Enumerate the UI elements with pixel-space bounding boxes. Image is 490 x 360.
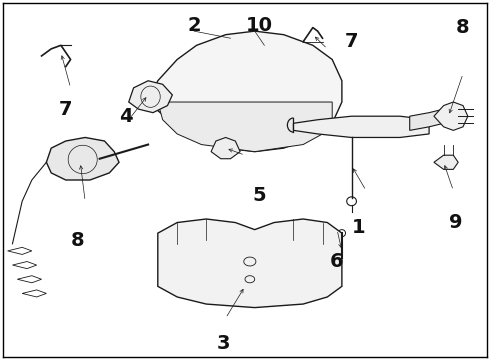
Polygon shape [158,219,342,307]
Text: 9: 9 [449,213,463,232]
Polygon shape [434,102,468,130]
Text: 7: 7 [345,32,358,51]
Polygon shape [434,155,458,169]
Text: 4: 4 [120,107,133,126]
Polygon shape [410,109,453,130]
Polygon shape [211,138,240,159]
Text: 7: 7 [59,100,73,118]
Polygon shape [47,138,119,180]
Polygon shape [158,102,332,152]
Polygon shape [294,116,429,138]
Text: 10: 10 [246,16,273,35]
Text: 8: 8 [456,18,470,37]
Text: 5: 5 [253,186,267,206]
Text: 2: 2 [187,16,201,35]
Text: 3: 3 [217,334,230,352]
Polygon shape [129,81,172,113]
Polygon shape [148,31,342,152]
Text: 1: 1 [352,219,366,237]
Text: 8: 8 [71,231,85,250]
Text: 6: 6 [330,252,344,271]
